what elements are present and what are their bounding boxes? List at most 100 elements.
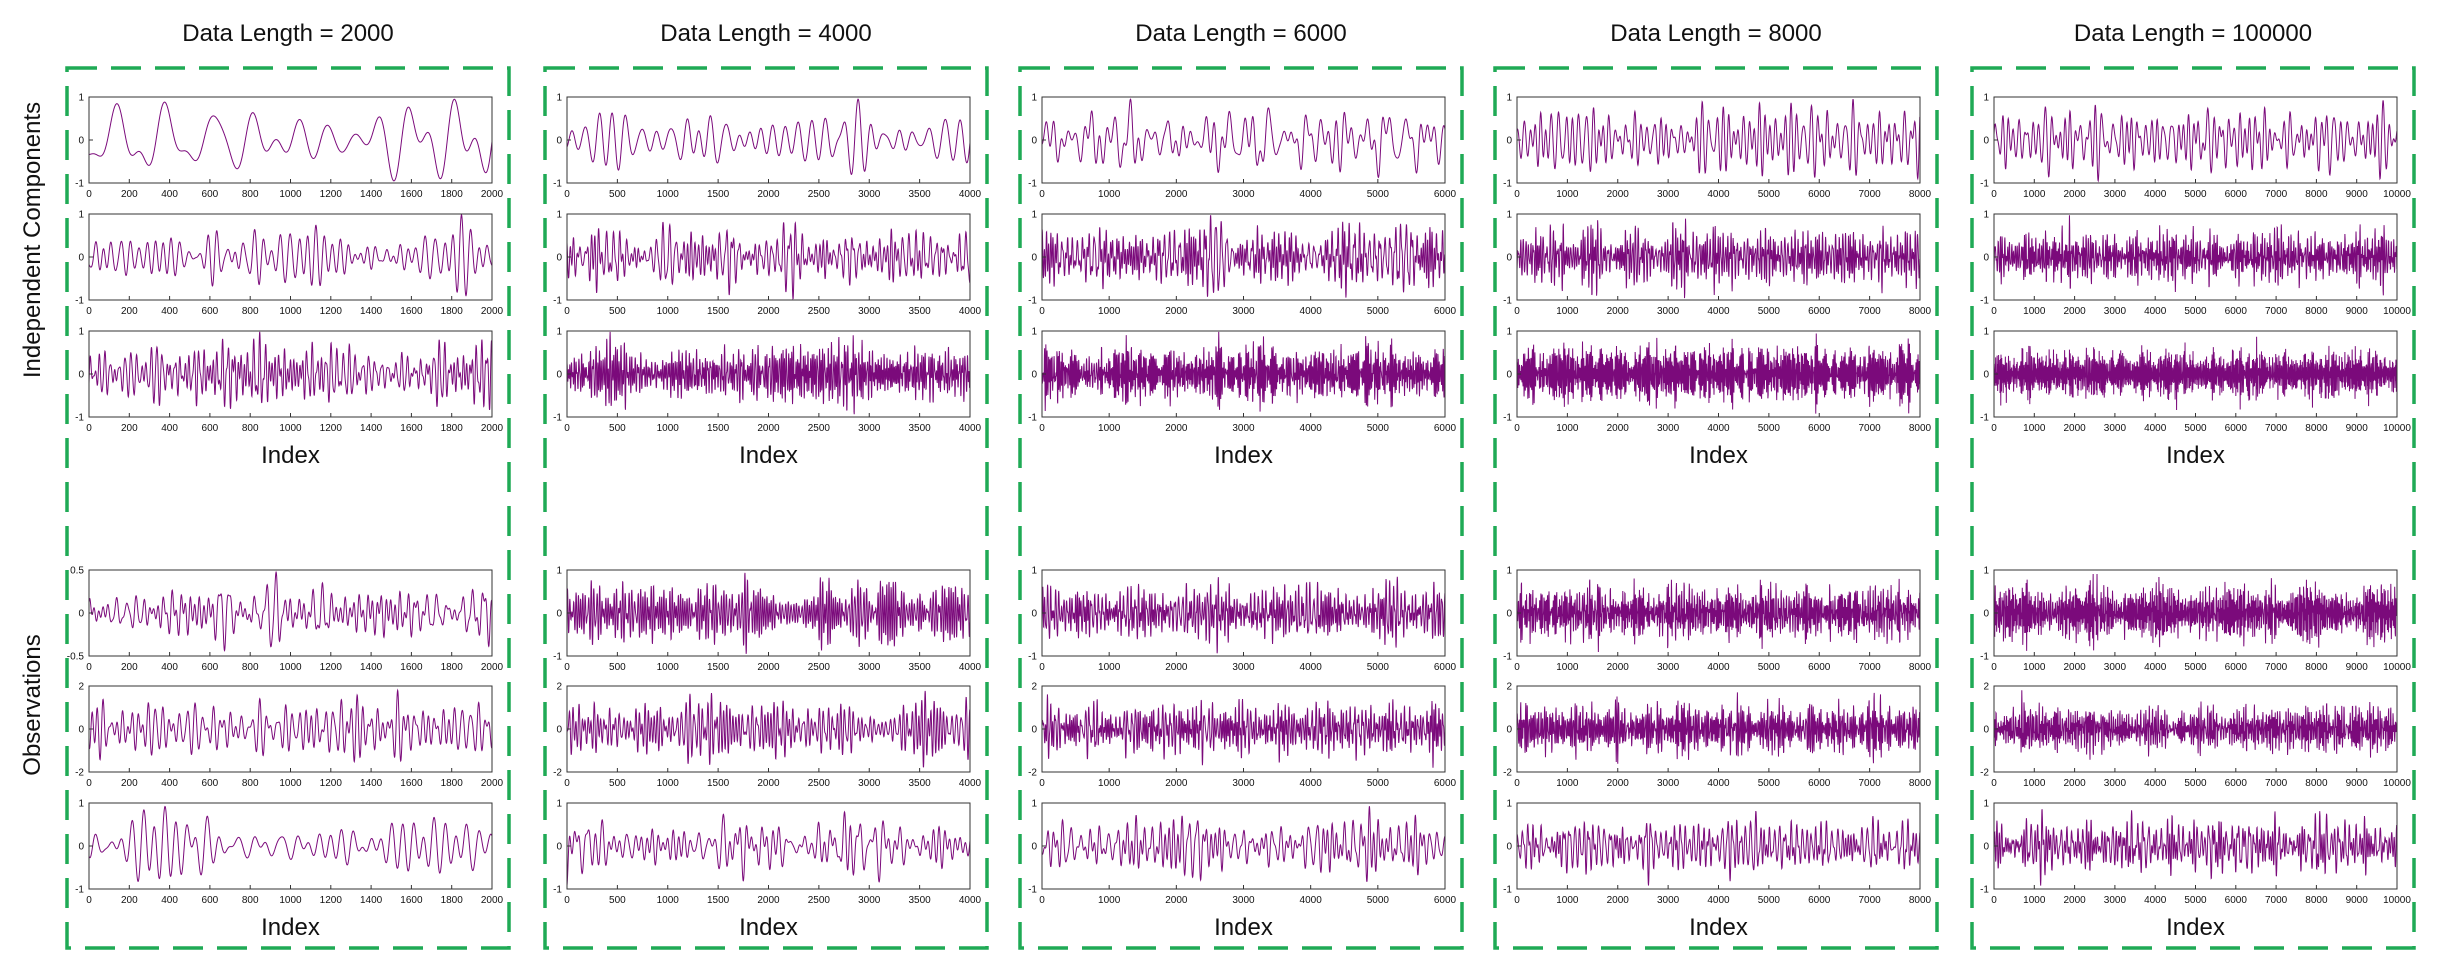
x-tick-label: 2000 bbox=[1165, 306, 1188, 317]
x-tick-label: 200 bbox=[121, 895, 138, 906]
subplot-ic-3-col-1: 0 200 400 600 800 1000 1200 1400 1600 1800 2000-10… bbox=[75, 327, 503, 435]
x-tick-label: 0 bbox=[1514, 306, 1520, 317]
x-tick-label: 1000 bbox=[2023, 778, 2046, 789]
axes-frame bbox=[1041, 96, 1446, 184]
x-tick-label: 5000 bbox=[2184, 423, 2207, 434]
x-tick-label: 3000 bbox=[2104, 423, 2127, 434]
subplot-ic-1-col-1: 0 200 400 600 800 1000 1200 1400 1600 1800 2000-10… bbox=[75, 93, 503, 201]
column-title-5: Data Length = 100000 bbox=[2074, 20, 2312, 47]
x-tick-label: 1200 bbox=[320, 423, 343, 434]
x-tick-label: 6000 bbox=[2225, 306, 2248, 317]
x-tick-label: 8000 bbox=[2305, 662, 2328, 673]
x-tick-label: 5000 bbox=[2184, 895, 2207, 906]
x-tick-label: 1400 bbox=[360, 189, 383, 200]
y-tick-label: 0 bbox=[1031, 725, 1037, 736]
x-tick-label: 1600 bbox=[400, 662, 423, 673]
x-tick-label: 2500 bbox=[808, 423, 831, 434]
x-tick-label: 3000 bbox=[1232, 895, 1255, 906]
x-tick-label: 1600 bbox=[400, 423, 423, 434]
subplot-obs-1-col-5: 0 1000 2000 3000 4000 5000 6000 7000 8000 9000 100… bbox=[1980, 566, 2411, 674]
x-tick-label: 0 bbox=[1039, 306, 1045, 317]
y-tick-label: 0 bbox=[78, 609, 84, 620]
x-tick-label: 4000 bbox=[1300, 306, 1323, 317]
x-tick-label: 1000 bbox=[1098, 895, 1121, 906]
series-line bbox=[1041, 805, 1446, 882]
x-tick-label: 1500 bbox=[707, 189, 730, 200]
x-tick-label: 1000 bbox=[2023, 895, 2046, 906]
x-tick-label: 6000 bbox=[1434, 306, 1457, 317]
y-tick-label: 0 bbox=[1031, 609, 1037, 620]
y-tick-label: 1 bbox=[1506, 566, 1512, 577]
y-tick-label: -1 bbox=[1980, 885, 1989, 896]
y-tick-label: 0 bbox=[1506, 609, 1512, 620]
x-tick-label: 4000 bbox=[959, 306, 982, 317]
x-tick-label: 4000 bbox=[959, 778, 982, 789]
y-tick-label: 0 bbox=[1506, 253, 1512, 264]
x-tick-label: 2000 bbox=[757, 662, 780, 673]
x-tick-label: 3000 bbox=[858, 423, 881, 434]
x-tick-label: 0 bbox=[1991, 423, 1997, 434]
x-tick-label: 2000 bbox=[1607, 306, 1630, 317]
x-tick-label: 9000 bbox=[2346, 662, 2369, 673]
x-tick-label: 1000 bbox=[2023, 189, 2046, 200]
series-line bbox=[1993, 100, 2398, 183]
x-tick-label: 0 bbox=[86, 306, 92, 317]
x-tick-label: 10000 bbox=[2383, 895, 2411, 906]
x-tick-label: 8000 bbox=[1909, 306, 1932, 317]
x-tick-label: 800 bbox=[242, 778, 259, 789]
x-tick-label: 0 bbox=[1039, 895, 1045, 906]
x-tick-label: 600 bbox=[202, 895, 219, 906]
axes-frame bbox=[88, 802, 493, 890]
x-tick-label: 200 bbox=[121, 423, 138, 434]
series-line bbox=[1993, 690, 2398, 760]
x-tick-label: 5000 bbox=[1367, 662, 1390, 673]
x-tick-label: 0 bbox=[564, 778, 570, 789]
x-axis-label-ic-col-3: Index bbox=[1214, 442, 1273, 469]
y-tick-label: -1 bbox=[553, 652, 562, 663]
x-tick-label: 1800 bbox=[441, 189, 464, 200]
y-tick-label: 1 bbox=[1983, 566, 1989, 577]
x-tick-label: 6000 bbox=[2225, 423, 2248, 434]
subplot-obs-3-col-4: 0 1000 2000 3000 4000 5000 6000 7000 8000-101 bbox=[1503, 799, 1931, 907]
x-tick-label: 6000 bbox=[1434, 895, 1457, 906]
x-tick-label: 0 bbox=[86, 662, 92, 673]
subplot-obs-3-col-3: 0 1000 2000 3000 4000 5000 6000-101 bbox=[1028, 799, 1456, 907]
y-tick-label: -2 bbox=[1503, 768, 1512, 779]
x-tick-label: 1000 bbox=[657, 895, 680, 906]
x-tick-label: 4000 bbox=[2144, 778, 2167, 789]
x-tick-label: 5000 bbox=[1367, 778, 1390, 789]
x-tick-label: 1000 bbox=[279, 423, 302, 434]
x-tick-label: 4000 bbox=[1300, 662, 1323, 673]
y-tick-label: -1 bbox=[553, 885, 562, 896]
subplot-ic-2-col-1: 0 200 400 600 800 1000 1200 1400 1600 1800 2000-10… bbox=[75, 210, 503, 318]
y-tick-label: -1 bbox=[1028, 179, 1037, 190]
x-tick-label: 500 bbox=[609, 423, 626, 434]
y-tick-label: 0 bbox=[1983, 136, 1989, 147]
x-tick-label: 5000 bbox=[2184, 778, 2207, 789]
x-tick-label: 600 bbox=[202, 423, 219, 434]
x-tick-label: 1600 bbox=[400, 306, 423, 317]
x-tick-label: 3500 bbox=[909, 306, 932, 317]
y-tick-label: 1 bbox=[556, 327, 562, 338]
y-tick-label: 1 bbox=[1506, 93, 1512, 104]
x-tick-label: 3000 bbox=[1657, 189, 1680, 200]
x-tick-label: 1500 bbox=[707, 778, 730, 789]
y-tick-label: -2 bbox=[1028, 768, 1037, 779]
row-label-independent-components: Independent Components bbox=[19, 102, 46, 378]
x-tick-label: 1000 bbox=[1556, 778, 1579, 789]
y-tick-label: 2 bbox=[556, 682, 562, 693]
x-tick-label: 1000 bbox=[1098, 423, 1121, 434]
x-tick-label: 1800 bbox=[441, 306, 464, 317]
y-tick-label: 1 bbox=[556, 566, 562, 577]
x-tick-label: 5000 bbox=[2184, 306, 2207, 317]
x-axis-label-obs-col-5: Index bbox=[2166, 914, 2225, 941]
x-tick-label: 2000 bbox=[2063, 306, 2086, 317]
y-tick-label: 1 bbox=[1983, 327, 1989, 338]
subplot-ic-2-col-3: 0 1000 2000 3000 4000 5000 6000-101 bbox=[1028, 210, 1456, 318]
x-tick-label: 5000 bbox=[1758, 306, 1781, 317]
y-tick-label: 0 bbox=[556, 609, 562, 620]
x-tick-label: 200 bbox=[121, 306, 138, 317]
x-tick-label: 10000 bbox=[2383, 306, 2411, 317]
series-line bbox=[88, 214, 493, 297]
x-tick-label: 2500 bbox=[808, 895, 831, 906]
